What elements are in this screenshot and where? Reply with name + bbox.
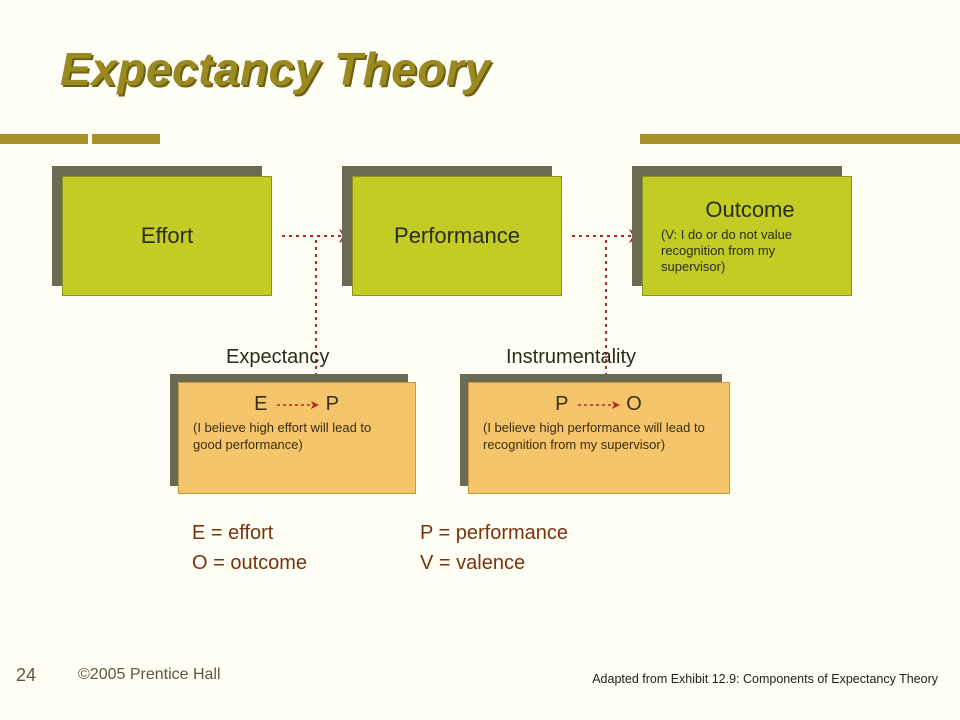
ep-subtext: (I believe high effort will lead to good… xyxy=(193,420,401,454)
legend-e: E = effort xyxy=(192,522,273,545)
copyright: ©2005 Prentice Hall xyxy=(78,666,221,684)
legend-p: P = performance xyxy=(420,522,568,545)
arrow-icon xyxy=(275,399,319,411)
performance-box: Performance xyxy=(352,176,562,296)
expectancy-label: Expectancy xyxy=(226,346,329,369)
po-right: O xyxy=(626,393,643,415)
legend-v: V = valence xyxy=(420,552,525,575)
effort-box: Effort xyxy=(62,176,272,296)
ep-box: E P (I believe high effort will lead to … xyxy=(178,382,416,494)
outcome-box: Outcome (V: I do or do not value recogni… xyxy=(642,176,852,296)
ep-left: E xyxy=(254,393,268,415)
legend-o: O = outcome xyxy=(192,552,307,575)
po-subtext: (I believe high performance will lead to… xyxy=(483,420,715,454)
outcome-label: Outcome xyxy=(705,197,794,223)
arrow-icon xyxy=(576,399,620,411)
header-rule xyxy=(0,134,960,144)
slide-title: Expectancy Theory xyxy=(60,42,490,96)
po-box: P O (I believe high performance will lea… xyxy=(468,382,730,494)
instrumentality-label: Instrumentality xyxy=(506,346,636,369)
diagram-stage: Effort Performance Outcome (V: I do or d… xyxy=(0,150,960,720)
performance-label: Performance xyxy=(394,223,520,249)
outcome-subtext: (V: I do or do not value recognition fro… xyxy=(661,227,839,276)
effort-label: Effort xyxy=(141,223,193,249)
ep-right: P xyxy=(326,393,340,415)
ep-formula: E P xyxy=(193,393,401,416)
source-note: Adapted from Exhibit 12.9: Components of… xyxy=(592,672,938,686)
po-left: P xyxy=(555,393,569,415)
page-number: 24 xyxy=(16,665,36,686)
po-formula: P O xyxy=(483,393,715,416)
